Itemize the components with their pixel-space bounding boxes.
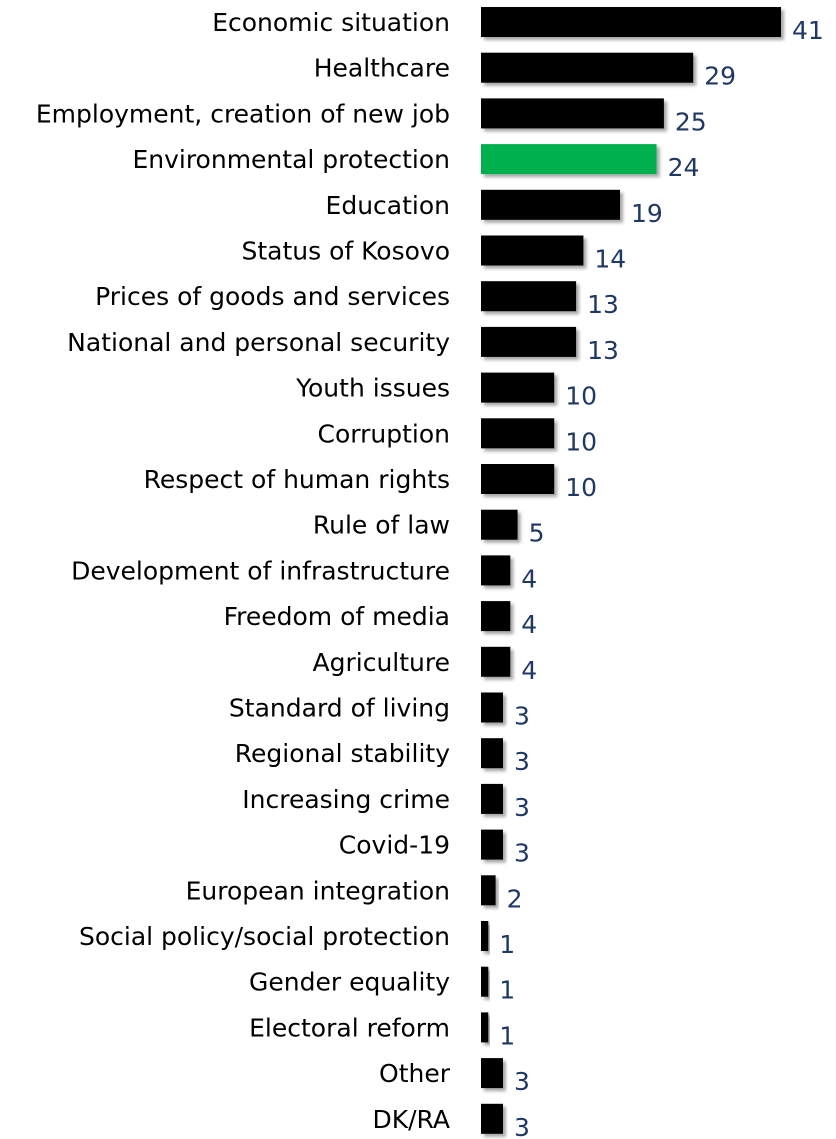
category-label-development-of-infrastructure: Development of infrastructure xyxy=(71,556,450,585)
value-label-youth-issues: 10 xyxy=(565,382,597,411)
value-label-dk-ra: 3 xyxy=(514,1113,530,1139)
category-label-standard-of-living: Standard of living xyxy=(229,694,450,723)
category-label-european-integration: European integration xyxy=(186,876,450,905)
category-labels-group: Economic situation Healthcare Employment, … xyxy=(36,8,451,1134)
category-label-economic-situation: Economic situation xyxy=(212,8,450,37)
value-label-environmental-protection: 24 xyxy=(668,153,700,182)
value-label-regional-stability: 3 xyxy=(514,747,530,776)
bars-group xyxy=(481,7,781,1134)
value-label-standard-of-living: 3 xyxy=(514,702,530,731)
category-label-status-of-kosovo: Status of Kosovo xyxy=(241,237,450,266)
bar-dk-ra xyxy=(481,1103,503,1134)
value-label-respect-of-human-rights: 10 xyxy=(565,473,597,502)
bar-regional-stability xyxy=(481,738,503,769)
bar-youth-issues xyxy=(481,372,555,403)
category-label-rule-of-law: Rule of law xyxy=(313,511,450,540)
category-label-freedom-of-media: Freedom of media xyxy=(224,602,450,631)
bar-development-of-infrastructure xyxy=(481,555,511,586)
value-label-gender-equality: 1 xyxy=(499,976,515,1005)
category-label-national-and-personal-security: National and personal security xyxy=(67,328,450,357)
bar-corruption xyxy=(481,418,555,449)
category-label-electoral-reform: Electoral reform xyxy=(249,1013,450,1042)
bar-prices-of-goods-and-services xyxy=(481,281,577,312)
category-label-youth-issues: Youth issues xyxy=(295,374,450,403)
value-label-healthcare: 29 xyxy=(704,62,736,91)
value-label-agriculture: 4 xyxy=(521,656,537,685)
category-label-corruption: Corruption xyxy=(318,419,450,448)
category-label-respect-of-human-rights: Respect of human rights xyxy=(144,465,450,494)
category-label-agriculture: Agriculture xyxy=(313,648,451,677)
value-label-status-of-kosovo: 14 xyxy=(594,245,626,274)
bar-social-policy-social-protection xyxy=(481,921,489,951)
value-label-prices-of-goods-and-services: 13 xyxy=(587,290,619,319)
bar-healthcare xyxy=(481,52,694,83)
value-label-rule-of-law: 5 xyxy=(529,519,545,548)
category-label-regional-stability: Regional stability xyxy=(235,739,450,768)
value-label-freedom-of-media: 4 xyxy=(521,610,537,639)
bar-gender-equality xyxy=(481,966,489,997)
category-label-gender-equality: Gender equality xyxy=(249,968,450,997)
bar-other xyxy=(481,1058,503,1089)
value-label-economic-situation: 41 xyxy=(792,16,824,45)
value-label-social-policy-social-protection: 1 xyxy=(499,930,515,959)
bar-standard-of-living xyxy=(481,692,503,723)
bar-electoral-reform xyxy=(481,1012,489,1043)
category-label-prices-of-goods-and-services: Prices of goods and services xyxy=(95,282,450,311)
value-label-increasing-crime: 3 xyxy=(514,793,530,822)
value-label-covid-19: 3 xyxy=(514,839,530,868)
bar-employment-creation-of-new-job xyxy=(481,98,664,129)
bar-agriculture xyxy=(481,646,511,677)
category-label-other: Other xyxy=(379,1059,451,1088)
bar-covid-19 xyxy=(481,829,503,860)
bar-environmental-protection xyxy=(481,144,657,175)
category-label-education: Education xyxy=(326,191,450,220)
category-label-dk-ra: DK/RA xyxy=(372,1105,450,1134)
bar-education xyxy=(481,189,620,220)
value-label-other: 3 xyxy=(514,1067,530,1096)
bar-respect-of-human-rights xyxy=(481,464,555,494)
value-label-corruption: 10 xyxy=(565,427,597,456)
bar-freedom-of-media xyxy=(481,601,511,632)
value-label-education: 19 xyxy=(631,199,663,228)
bar-increasing-crime xyxy=(481,783,503,814)
value-label-european-integration: 2 xyxy=(507,884,523,913)
category-label-covid-19: Covid-19 xyxy=(339,831,450,860)
category-label-environmental-protection: Environmental protection xyxy=(132,145,450,174)
bar-economic-situation xyxy=(481,7,781,37)
bar-european-integration xyxy=(481,875,496,906)
category-label-increasing-crime: Increasing crime xyxy=(242,785,450,814)
bar-rule-of-law xyxy=(481,509,518,540)
bar-national-and-personal-security xyxy=(481,326,577,357)
bar-status-of-kosovo xyxy=(481,235,584,266)
value-label-electoral-reform: 1 xyxy=(499,1021,515,1050)
value-label-development-of-infrastructure: 4 xyxy=(521,564,537,593)
category-label-social-policy-social-protection: Social policy/social protection xyxy=(79,922,450,951)
value-label-employment-creation-of-new-job: 25 xyxy=(675,107,707,136)
category-label-employment-creation-of-new-job: Employment, creation of new job xyxy=(36,99,450,128)
category-label-healthcare: Healthcare xyxy=(314,54,450,83)
value-label-national-and-personal-security: 13 xyxy=(587,336,619,365)
